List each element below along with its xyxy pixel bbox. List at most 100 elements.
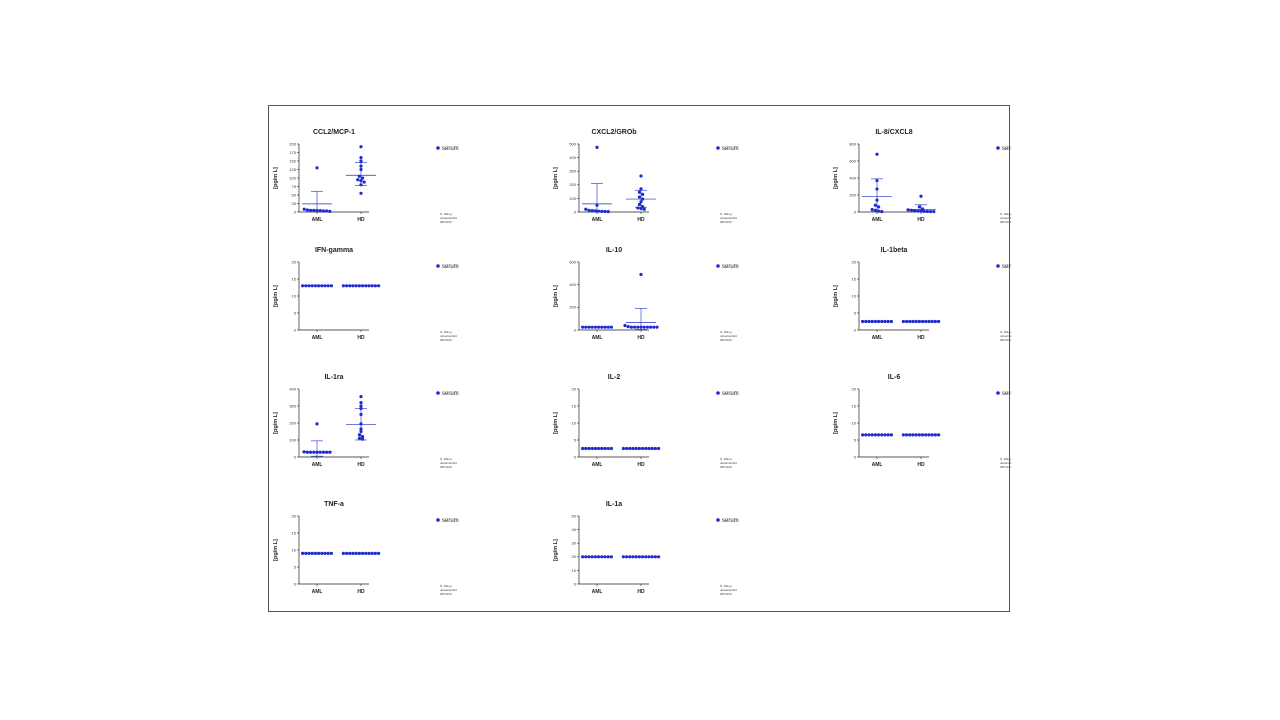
chart-title: IL-1a bbox=[606, 501, 622, 508]
legend-label: serum bbox=[1002, 391, 1011, 397]
footnote-line: 08/10/20 bbox=[1000, 465, 1011, 469]
data-point bbox=[919, 194, 923, 198]
data-point bbox=[609, 555, 613, 559]
chart-panel: IL-1beta 0 5 10 15 20 [pg/m L] AML HD serum N: Wan… bbox=[833, 247, 1011, 342]
data-point bbox=[655, 325, 659, 329]
legend-marker bbox=[996, 264, 1000, 268]
data-point bbox=[359, 429, 363, 434]
y-tick-label: 125 bbox=[289, 167, 296, 172]
data-point bbox=[639, 207, 643, 211]
legend-label: serum bbox=[442, 264, 459, 270]
data-point bbox=[361, 435, 365, 439]
data-point bbox=[930, 319, 934, 324]
footnote-line: N: Wang bbox=[440, 457, 452, 461]
data-point bbox=[361, 284, 365, 288]
legend-marker bbox=[436, 391, 440, 395]
y-tick-label: 30 bbox=[572, 541, 577, 546]
chart-title: IL-8/CXCL8 bbox=[875, 129, 912, 136]
data-point bbox=[889, 319, 893, 324]
y-tick-label: 0 bbox=[294, 581, 297, 586]
data-point bbox=[901, 433, 905, 437]
data-point bbox=[922, 209, 926, 213]
data-point bbox=[637, 446, 641, 451]
y-tick-label: 0 bbox=[574, 454, 577, 459]
data-point bbox=[361, 176, 365, 180]
data-point bbox=[629, 325, 633, 329]
data-point bbox=[320, 551, 324, 555]
data-point bbox=[870, 319, 874, 324]
y-axis-label: [pg/m L] bbox=[273, 285, 279, 307]
data-point bbox=[361, 437, 365, 441]
data-point bbox=[877, 209, 881, 213]
y-axis-label: [pg/m L] bbox=[553, 285, 559, 307]
data-point bbox=[359, 406, 363, 411]
data-point bbox=[639, 174, 643, 178]
data-point bbox=[597, 446, 601, 451]
data-point bbox=[593, 446, 597, 451]
data-point bbox=[653, 555, 657, 559]
footnote-line: N: Wang bbox=[1000, 212, 1011, 216]
data-point bbox=[650, 555, 654, 559]
y-tick-label: 5 bbox=[854, 437, 857, 442]
y-tick-label: 300 bbox=[289, 403, 296, 408]
chart-title: IFN-gamma bbox=[315, 247, 353, 254]
footnote-line: ukrainian/EU bbox=[1000, 216, 1011, 220]
x-tick-label: HD bbox=[357, 217, 365, 223]
data-point bbox=[326, 284, 330, 288]
legend-marker bbox=[716, 391, 720, 395]
data-point bbox=[606, 209, 610, 214]
data-point bbox=[875, 152, 879, 156]
data-point bbox=[310, 284, 314, 288]
y-tick-label: 0 bbox=[574, 209, 577, 214]
data-point bbox=[357, 436, 361, 440]
data-point bbox=[606, 555, 610, 559]
data-point bbox=[325, 209, 329, 213]
data-point bbox=[326, 551, 330, 555]
legend-marker bbox=[716, 264, 720, 268]
data-point bbox=[359, 395, 363, 399]
data-point bbox=[644, 555, 648, 559]
data-point bbox=[628, 446, 632, 451]
data-point bbox=[356, 178, 360, 182]
y-tick-label: 100 bbox=[289, 437, 296, 442]
y-tick-label: 15 bbox=[572, 403, 577, 408]
data-point bbox=[886, 319, 890, 324]
data-point bbox=[357, 433, 361, 437]
data-point bbox=[315, 166, 319, 170]
data-point bbox=[321, 209, 325, 213]
data-point bbox=[587, 208, 591, 212]
x-tick-label: AML bbox=[872, 217, 883, 223]
data-point bbox=[877, 433, 881, 437]
chart-panel: CXCL2/GROb 0 100 200 300 400 500 [pg/m L] AML HD s… bbox=[553, 129, 739, 224]
footnote-line: N: Wang bbox=[440, 330, 452, 334]
x-tick-label: AML bbox=[312, 462, 323, 468]
legend-marker bbox=[436, 518, 440, 522]
data-point bbox=[370, 551, 374, 555]
data-point bbox=[302, 450, 306, 454]
y-tick-label: 15 bbox=[852, 276, 857, 281]
y-tick-label: 150 bbox=[289, 158, 296, 163]
chart-title: CCL2/MCP-1 bbox=[313, 129, 355, 136]
footnote-line: N: Wang bbox=[1000, 457, 1011, 461]
x-tick-label: HD bbox=[917, 217, 925, 223]
data-point bbox=[377, 284, 381, 288]
y-tick-label: 20 bbox=[852, 259, 857, 264]
y-tick-label: 500 bbox=[569, 141, 576, 146]
data-point bbox=[328, 209, 332, 213]
data-point bbox=[873, 319, 877, 324]
data-point bbox=[606, 446, 610, 451]
data-point bbox=[873, 203, 877, 207]
footnote-line: ukrainian/EU bbox=[720, 461, 737, 465]
data-point bbox=[625, 555, 629, 559]
data-point bbox=[302, 207, 306, 211]
footnote-line: ukrainian/EU bbox=[1000, 334, 1011, 338]
data-point bbox=[911, 433, 915, 437]
y-tick-label: 400 bbox=[289, 386, 296, 391]
data-point bbox=[367, 551, 371, 555]
data-point bbox=[609, 325, 613, 329]
footnote-line: ukrainian/EU bbox=[440, 588, 457, 592]
data-point bbox=[351, 551, 355, 555]
y-tick-label: 50 bbox=[292, 192, 297, 197]
chart-panel: TNF-a 0 5 10 15 20 [pg/m L] AML HD serum N: Wanguk… bbox=[273, 501, 459, 596]
